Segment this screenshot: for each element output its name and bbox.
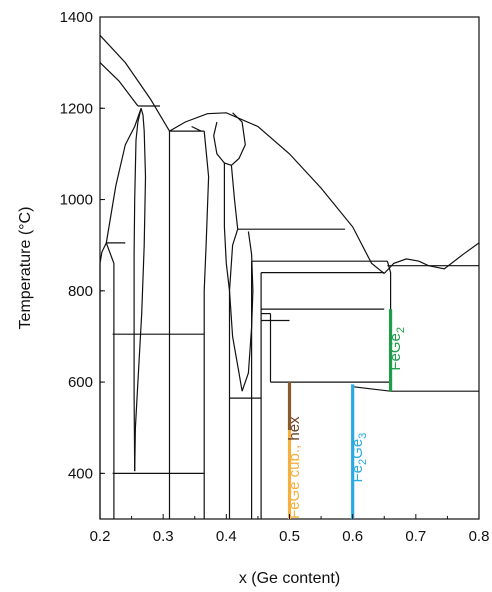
x-tick-label-5: 0.7 [405,528,426,545]
phase-boundary-20 [228,229,254,392]
x-tick-label-6: 0.8 [469,528,490,545]
phase-boundary-14 [203,131,210,519]
phase-boundary-15 [191,125,202,132]
phase-lines [287,309,393,519]
x-tick-label-3: 0.5 [279,528,300,545]
phase-boundary-2 [99,62,139,107]
y-tick-label-5: 1400 [60,9,93,26]
phase-boundary-9 [105,242,115,519]
phase-boundary-36 [352,386,391,392]
x-axis: 0.2 0.3 0.4 0.5 0.6 0.7 0.8 [90,514,490,545]
y-tick-label-2: 800 [68,283,93,300]
phase-boundary-17 [223,163,231,519]
phase-labels: FeGe cub., hex Fe2Ge3 FeGe2 [286,327,407,519]
phase-boundary-3 [99,108,142,264]
x-tick-label-2: 0.4 [216,528,237,545]
y-tick-label-3: 1000 [60,192,93,209]
y-tick-label-0: 400 [68,465,93,482]
phase-boundary-5 [133,108,142,472]
x-axis-title: x (Ge content) [239,570,340,587]
phase-boundaries [99,34,480,519]
phase-boundary-4 [134,108,147,472]
x-tick-label-1: 0.3 [153,528,174,545]
y-tick-label-4: 1200 [60,100,93,117]
y-axis-title: Temperature (°C) [17,207,34,330]
x-tick-label-0: 0.2 [90,528,111,545]
y-tick-label-1: 600 [68,374,93,391]
phase-label-2: FeGe2 [387,327,407,371]
x-tick-label-4: 0.6 [342,528,363,545]
phase-label-0: FeGe cub., hex [286,416,303,519]
phase-boundary-16 [213,112,246,166]
y-axis: 400 600 800 1000 1200 1400 [60,9,105,482]
phase-boundary-18 [230,165,239,230]
phase-boundary-0 [99,34,385,274]
phase-boundary-1 [383,242,480,274]
phase-label-1: Fe2Ge3 [349,433,369,483]
